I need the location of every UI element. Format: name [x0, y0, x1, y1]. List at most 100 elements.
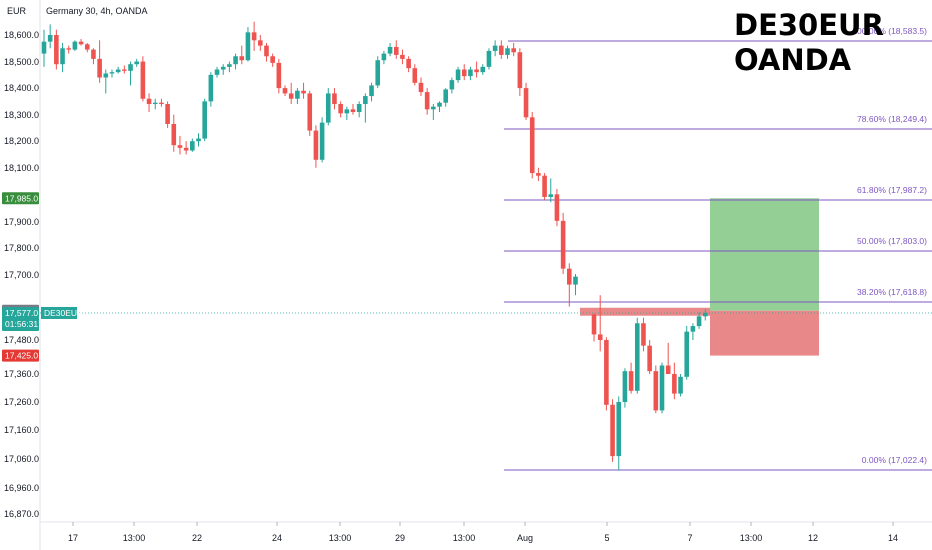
candle-body	[468, 69, 473, 77]
candle-body	[678, 376, 683, 394]
candle-body	[523, 88, 529, 118]
candle-body	[567, 268, 572, 285]
candle-body	[431, 106, 436, 110]
candle-body	[591, 314, 597, 335]
candle-body	[220, 66, 226, 70]
candle-body	[628, 371, 634, 391]
candle-body	[474, 69, 479, 73]
candle-body	[492, 45, 498, 51]
price-tick-label: 16,870.0	[4, 509, 39, 519]
position-zones[interactable]	[40, 198, 932, 356]
time-tick-label: 12	[808, 533, 818, 543]
candle-series	[41, 21, 708, 471]
time-axis[interactable]: 17 13:00 22 24 13:00 29 13:00 Aug 5 7 13:00 12 14	[68, 522, 898, 543]
price-tick-label: 18,100.0	[4, 163, 39, 173]
candle-body	[418, 82, 424, 93]
current-price-tag-bg	[2, 306, 39, 331]
candle-body	[517, 52, 523, 89]
time-tick-label: Aug	[517, 533, 533, 543]
symbol-tag-text: DE30EUR	[44, 308, 83, 318]
candle-body	[332, 93, 337, 105]
stop-loss-zone[interactable]	[710, 310, 819, 356]
price-tick-label: 17,360.0	[4, 369, 39, 379]
candle-body	[295, 90, 300, 99]
fibonacci-retracement[interactable]: 100.00% (18,583.5) 78.60% (18,249.4) 61.80…	[504, 26, 932, 471]
candle-body	[344, 109, 350, 114]
candle-body	[165, 104, 170, 124]
candle-body	[183, 147, 189, 151]
candle-body	[437, 102, 442, 107]
candle-body	[634, 323, 640, 391]
candle-body	[622, 371, 628, 402]
candle-body	[350, 109, 356, 112]
fib-level-label: 100.00% (18,583.5)	[852, 26, 927, 36]
time-tick-label: 13:00	[329, 533, 352, 543]
price-tick-label: 16,960.0	[4, 483, 39, 493]
candle-body	[115, 69, 121, 73]
candle-body	[276, 62, 282, 89]
candle-body	[84, 44, 90, 50]
candle-body	[264, 45, 269, 57]
candle-body	[393, 46, 399, 55]
price-tick-label: 18,500.0	[4, 57, 39, 67]
candle-body	[387, 46, 393, 54]
time-tick-label: 13:00	[740, 533, 763, 543]
candle-body	[554, 194, 560, 221]
candle-body	[424, 92, 430, 110]
time-tick-label: 17	[68, 533, 78, 543]
time-tick-label: 7	[687, 533, 692, 543]
candle-body	[511, 48, 516, 53]
time-tick-label: 29	[395, 533, 405, 543]
candle-body	[47, 35, 53, 42]
candle-body	[91, 49, 96, 59]
time-tick-label: 13:00	[123, 533, 146, 543]
stop-price-tag-bg	[2, 349, 39, 362]
candle-body	[665, 365, 671, 374]
candle-body	[152, 102, 158, 105]
watermark-broker: OANDA	[734, 43, 852, 77]
candle-body	[597, 334, 603, 340]
candle-body	[455, 69, 461, 81]
candle-body	[356, 104, 362, 112]
price-axis[interactable]: 18,600.0 18,500.0 18,400.0 18,300.0 18,200.0…	[4, 30, 39, 519]
current-price-tag-text: 17,577.0	[5, 308, 38, 318]
candle-body	[66, 48, 72, 50]
price-tick-label: 17,800.0	[4, 243, 39, 253]
candle-body	[573, 276, 578, 285]
candle-body	[239, 56, 245, 61]
candle-body	[690, 326, 696, 332]
candle-body	[363, 96, 368, 105]
candle-body	[103, 73, 109, 78]
candle-body	[381, 53, 387, 61]
candle-body	[542, 175, 547, 197]
fib-level-label: 50.00% (17,803.0)	[857, 236, 927, 246]
currency-label: EUR	[7, 6, 27, 16]
time-tick-label: 24	[272, 533, 282, 543]
candle-body	[449, 80, 455, 90]
candle-body	[400, 54, 405, 59]
candle-body	[529, 117, 535, 174]
candle-body	[480, 66, 486, 73]
price-tick-label: 18,600.0	[4, 30, 39, 40]
candle-body	[171, 123, 177, 146]
take-profit-zone[interactable]	[710, 198, 819, 311]
candle-body	[319, 122, 325, 160]
candle-body	[616, 402, 622, 457]
candle-body	[109, 72, 115, 74]
candle-body	[301, 90, 306, 94]
candle-body	[140, 61, 146, 99]
price-tick-label: 18,200.0	[4, 136, 39, 146]
candle-body	[122, 69, 127, 71]
candle-body	[60, 48, 65, 65]
candle-body	[208, 74, 214, 102]
candle-body	[610, 404, 615, 457]
candle-body	[202, 101, 207, 139]
candle-body	[461, 69, 467, 77]
time-tick-label: 5	[604, 533, 609, 543]
candle-body	[146, 98, 152, 105]
price-tick-label: 17,480.0	[4, 335, 39, 345]
candle-body	[548, 194, 554, 197]
candle-body	[412, 68, 418, 83]
fib-level-label: 38.20% (17,618.8)	[857, 287, 927, 297]
